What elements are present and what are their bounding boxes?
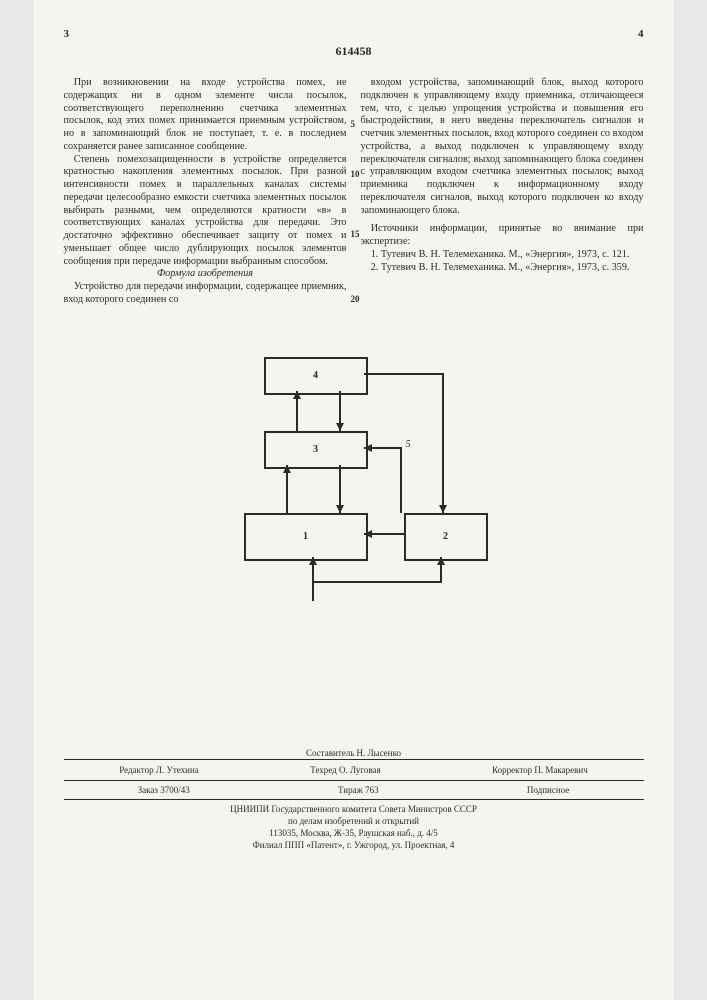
- footer: Составитель Н. Лысенко Редактор Л. Утехи…: [64, 747, 644, 855]
- conn-right-down: [442, 373, 444, 513]
- arrow-into-2-top: [439, 505, 447, 513]
- footer-sub: Подписное: [527, 784, 569, 796]
- box-3-label: 3: [313, 444, 318, 455]
- footer-addr2: Филиал ППП «Патент», г. Ужгород, ул. Про…: [64, 839, 644, 851]
- conn-5-v: [400, 447, 402, 513]
- formula-title: Формула изобретения: [64, 268, 347, 281]
- arrow-into-1-right: [336, 505, 344, 513]
- box-4-label: 4: [313, 370, 318, 381]
- left-p2: Степень помехозащищенности в устройстве …: [64, 154, 347, 269]
- diagram-box-1: 1: [244, 513, 368, 561]
- footer-org: ЦНИИПИ Государственного комитета Совета …: [64, 800, 644, 855]
- conn-input-branch-h: [312, 581, 442, 583]
- source-1: 1. Тутевич В. Н. Телемеханика. М., «Энер…: [361, 249, 644, 262]
- arrow-into-3-from-5: [364, 444, 372, 452]
- source-2: 2. Тутевич В. Н. Телемеханика. М., «Энер…: [361, 262, 644, 275]
- footer-order: Заказ 3700/43: [138, 784, 190, 796]
- page-header-row: 3 4: [64, 28, 644, 40]
- label-5: 5: [406, 439, 411, 450]
- page-col-right: 4: [638, 28, 644, 40]
- sources-title: Источники информации, принятые во вниман…: [361, 223, 644, 249]
- page-col-left: 3: [64, 28, 70, 40]
- page: 3 4 614458 При возникновении на входе ус…: [34, 0, 674, 1000]
- footer-addr1: 113035, Москва, Ж-35, Раушская наб., д. …: [64, 827, 644, 839]
- left-p3: Устройство для передачи информации, соде…: [64, 281, 347, 307]
- block-diagram: 4 3 1 2: [224, 357, 484, 607]
- left-p1: При возникновении на входе устройства по…: [64, 77, 347, 154]
- arrow-into-4-left: [293, 391, 301, 399]
- line-num-20: 20: [351, 294, 360, 305]
- footer-compiler: Составитель Н. Лысенко: [64, 747, 644, 759]
- diagram-box-2: 2: [404, 513, 488, 561]
- arrow-into-1-from-2: [364, 530, 372, 538]
- box-1-label: 1: [303, 531, 308, 542]
- left-column: При возникновении на входе устройства по…: [64, 77, 347, 307]
- footer-tirage: Тираж 763: [338, 784, 379, 796]
- arrow-into-3-right: [336, 423, 344, 431]
- patent-number: 614458: [64, 44, 644, 59]
- line-num-5: 5: [351, 119, 356, 130]
- diagram-box-4: 4: [264, 357, 368, 395]
- footer-org2: по делам изобретений и открытий: [64, 815, 644, 827]
- text-columns: При возникновении на входе устройства по…: [64, 77, 644, 307]
- right-p1: входом устройства, запоминающий блок, вы…: [361, 77, 644, 217]
- arrow-input: [309, 557, 317, 565]
- footer-row-2: Заказ 3700/43 Тираж 763 Подписное: [64, 781, 644, 800]
- right-column: 5 10 15 20 входом устройства, запоминающ…: [361, 77, 644, 307]
- arrow-input-2: [437, 557, 445, 565]
- footer-tech: Техред О. Луговая: [310, 764, 380, 776]
- line-num-10: 10: [351, 169, 360, 180]
- footer-row-1: Редактор Л. Утехина Техред О. Луговая Ко…: [64, 759, 644, 781]
- conn-4-out-h: [364, 373, 444, 375]
- arrow-into-3-left: [283, 465, 291, 473]
- footer-org1: ЦНИИПИ Государственного комитета Совета …: [64, 803, 644, 815]
- line-num-15: 15: [351, 229, 360, 240]
- footer-corrector: Корректор П. Макаревич: [492, 764, 588, 776]
- diagram-box-3: 3: [264, 431, 368, 469]
- box-2-label: 2: [443, 531, 448, 542]
- footer-editor: Редактор Л. Утехина: [119, 764, 199, 776]
